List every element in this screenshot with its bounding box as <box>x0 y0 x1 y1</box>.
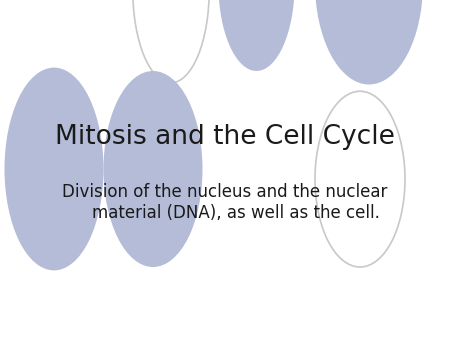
Ellipse shape <box>315 0 423 84</box>
Ellipse shape <box>4 68 104 270</box>
Text: Division of the nucleus and the nuclear
    material (DNA), as well as the cell.: Division of the nucleus and the nuclear … <box>62 184 388 222</box>
Ellipse shape <box>218 0 295 71</box>
Text: Mitosis and the Cell Cycle: Mitosis and the Cell Cycle <box>55 124 395 150</box>
Ellipse shape <box>104 71 202 267</box>
